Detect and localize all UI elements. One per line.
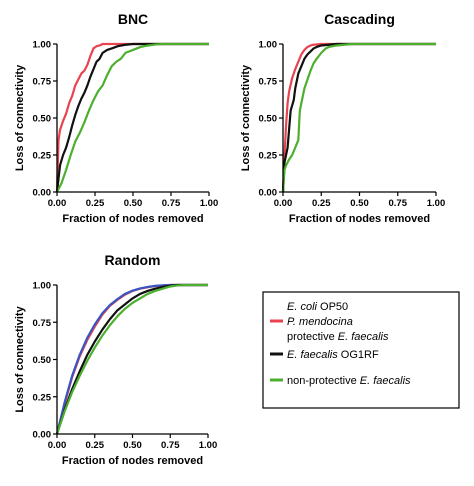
series-line-0 [55, 283, 208, 435]
chart-panel-2: Random 0.00 0.25 0.50 0.75 1.00 0.00 0.25 0.50 0.… [14, 252, 217, 467]
y-tick-label: 0.25 [33, 151, 52, 162]
legend-label: non-protective E. faecalis [287, 375, 411, 387]
legend-label-part: protective [287, 331, 338, 343]
y-tick-label: 0.00 [259, 188, 278, 199]
x-tick-label: 0.75 [389, 198, 408, 209]
legend-label-part: E. faecalis [338, 331, 389, 343]
y-tick-label: 0.25 [259, 151, 278, 162]
series-line-1 [55, 283, 208, 435]
x-axis-label: Fraction of nodes removed [62, 213, 203, 225]
y-tick-label: 0.00 [33, 430, 52, 441]
legend-label-part: P. mendocina [287, 316, 353, 328]
chart-title: Cascading [324, 11, 395, 27]
series-line-2 [281, 42, 436, 193]
legend-label: P. mendocina [287, 316, 353, 328]
legend-label-part: E. faecalis [287, 349, 338, 361]
y-tick-label: 0.75 [33, 77, 52, 88]
y-axis-label: Loss of connectivity [14, 64, 26, 171]
series-line-3 [55, 283, 208, 435]
x-axis-label: Fraction of nodes removed [289, 213, 430, 225]
y-tick-label: 0.75 [33, 318, 52, 329]
y-axis-label: Loss of connectivity [240, 64, 252, 171]
y-tick-label: 0.25 [33, 392, 52, 403]
x-tick-label: 1.00 [200, 198, 219, 209]
legend-label: E. coli OP50 [287, 301, 348, 313]
legend-label: E. faecalis OG1RF [287, 349, 379, 361]
y-axis-label: Loss of connectivity [14, 305, 26, 412]
series-line-0 [281, 42, 436, 193]
legend-frame [262, 291, 460, 409]
chart-title: Random [105, 252, 161, 268]
legend-label: protective E. faecalis [287, 331, 389, 343]
legend-label-part: E. coli [287, 301, 318, 313]
y-tick-label: 0.50 [33, 355, 52, 366]
legend-label-part: non-protective [287, 375, 360, 387]
x-tick-label: 0.25 [312, 198, 331, 209]
y-tick-label: 1.00 [33, 281, 52, 292]
x-tick-label: 1.00 [199, 440, 218, 451]
x-tick-label: 0.25 [86, 440, 105, 451]
chart-panel-0: BNC 0.00 0.25 0.50 0.75 1.00 0.00 0.25 0.50 0.75 1… [14, 11, 218, 225]
x-tick-label: 0.25 [86, 198, 105, 209]
x-tick-label: 0.75 [162, 198, 181, 209]
chart-panels: BNC 0.00 0.25 0.50 0.75 1.00 0.00 0.25 0.50 0.75 1… [14, 11, 445, 467]
x-tick-label: 1.00 [427, 198, 446, 209]
y-tick-label: 1.00 [33, 40, 52, 51]
chart-title: BNC [118, 11, 148, 27]
x-axis-label: Fraction of nodes removed [62, 455, 203, 467]
series-line-1 [55, 42, 209, 193]
x-tick-label: 0.00 [48, 198, 67, 209]
x-tick-label: 0.00 [48, 440, 67, 451]
x-tick-label: 0.75 [161, 440, 180, 451]
x-tick-label: 0.50 [124, 198, 143, 209]
legend-entry-1: E. faecalis OG1RF [270, 349, 379, 361]
y-tick-label: 0.50 [259, 114, 278, 125]
legend: E. coli OP50 P. mendocina protective E. fa… [262, 291, 460, 409]
y-tick-label: 0.75 [259, 77, 278, 88]
legend-label-part: E. faecalis [360, 375, 411, 387]
series-line-1 [281, 42, 436, 193]
y-tick-label: 0.50 [33, 114, 52, 125]
legend-entry-2: non-protective E. faecalis [270, 375, 411, 387]
y-tick-label: 1.00 [259, 40, 278, 51]
x-tick-label: 0.00 [274, 198, 293, 209]
x-tick-label: 0.50 [123, 440, 142, 451]
series-line-2 [56, 42, 209, 193]
series-line-0 [55, 42, 209, 193]
chart-panel-1: Cascading 0.00 0.25 0.50 0.75 1.00 0.00 0.25 0.5… [240, 11, 445, 225]
legend-entry-0: E. coli OP50 P. mendocina protective E. fa… [270, 301, 389, 343]
x-tick-label: 0.50 [350, 198, 369, 209]
y-tick-label: 0.00 [33, 188, 52, 199]
legend-label-part: OP50 [317, 301, 348, 313]
legend-label-part: OG1RF [338, 349, 379, 361]
